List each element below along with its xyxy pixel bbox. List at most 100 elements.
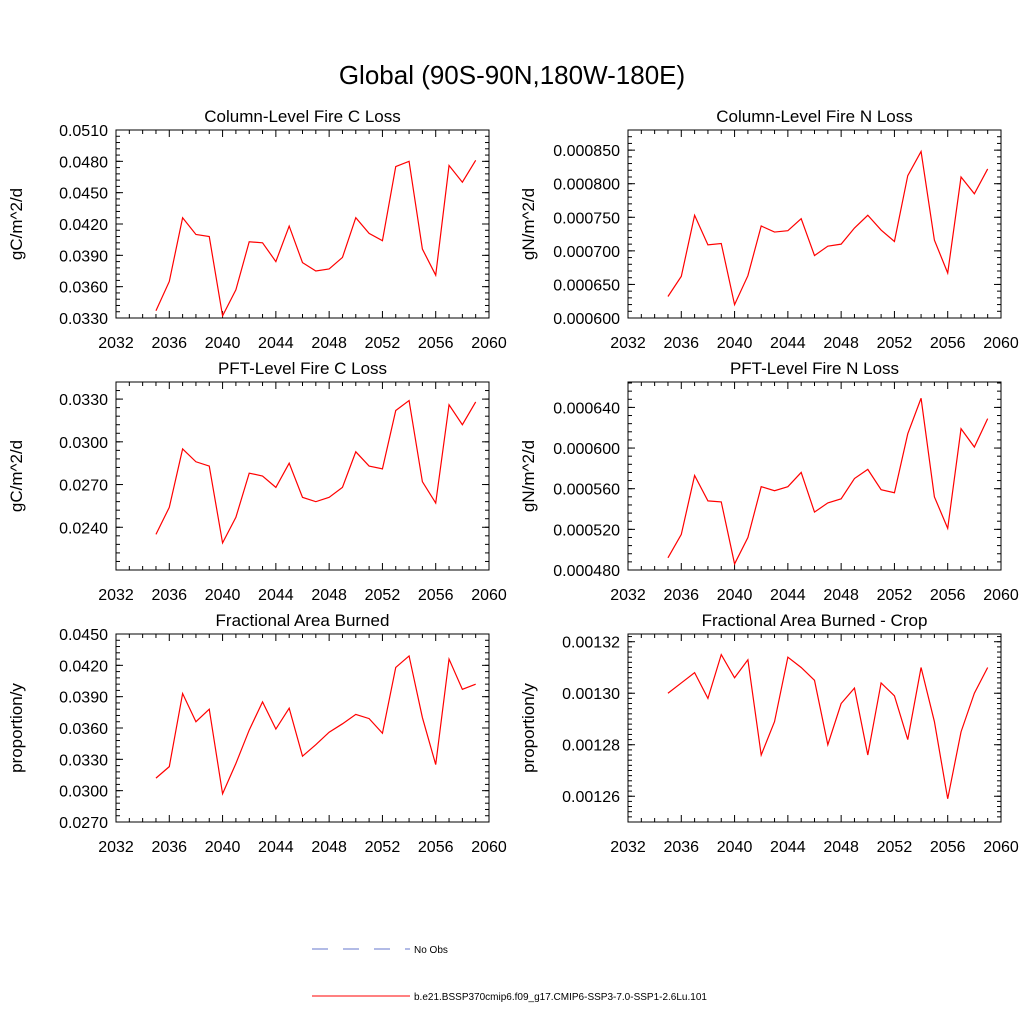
chart-title: Fractional Area Burned: [216, 611, 390, 630]
x-tick-label: 2060: [471, 335, 507, 352]
y-tick-label: 0.0360: [59, 280, 108, 297]
y-tick-label: 0.000750: [553, 210, 620, 227]
y-tick-label: 0.00132: [562, 635, 620, 652]
x-tick-label: 2044: [258, 335, 294, 352]
plot-frame: [627, 633, 1002, 823]
x-tick-label: 2060: [983, 839, 1019, 856]
x-tick-label: 2056: [418, 839, 454, 856]
x-tick-label: 2040: [717, 587, 753, 604]
x-tick-label: 2044: [770, 335, 806, 352]
y-tick-label: 0.0480: [59, 154, 108, 171]
y-tick-label: 0.0330: [59, 752, 108, 769]
x-tick-label: 2060: [983, 335, 1019, 352]
chart-panel-2: Column-Level Fire N Loss gN/m^2/d 2032 2036…: [519, 107, 1019, 352]
x-tick-label: 2036: [663, 335, 699, 352]
series-line-1: [667, 149, 989, 307]
y-tick-label: 0.0330: [59, 392, 108, 409]
y-tick-label: 0.0510: [59, 123, 108, 140]
chart-title: PFT-Level Fire N Loss: [730, 359, 899, 378]
y-tick-label: 0.00130: [562, 686, 620, 703]
page-title: Global (90S-90N,180W-180E): [339, 60, 685, 90]
y-tick-label: 0.0450: [59, 186, 108, 203]
y-tick-label: 0.0240: [59, 520, 108, 537]
y-axis-label: proportion/y: [519, 683, 538, 773]
x-tick-label: 2048: [823, 587, 859, 604]
y-tick-label: 0.0450: [59, 627, 108, 644]
x-tick-label: 2048: [311, 335, 347, 352]
legend-label-2: b.e21.BSSP370cmip6.f09_g17.CMIP6-SSP3-7.…: [414, 992, 707, 1003]
y-tick-label: 0.0390: [59, 690, 108, 707]
y-tick-label: 0.000480: [553, 563, 620, 580]
legend-label-1: No Obs: [414, 945, 448, 956]
y-axis-label: gN/m^2/d: [519, 188, 538, 260]
x-tick-label: 2052: [365, 587, 401, 604]
x-tick-label: 2032: [98, 335, 134, 352]
y-tick-label: 0.0420: [59, 217, 108, 234]
plot-frame: [115, 381, 490, 571]
x-tick-label: 2052: [877, 587, 913, 604]
y-tick-label: 0.0300: [59, 784, 108, 801]
chart-panel-1: Column-Level Fire C Loss gC/m^2/d 2032 2036…: [7, 107, 507, 352]
y-tick-label: 0.000520: [553, 522, 620, 539]
x-tick-label: 2036: [151, 335, 187, 352]
plot-frame: [627, 381, 1002, 571]
x-tick-label: 2048: [311, 587, 347, 604]
y-tick-label: 0.0390: [59, 248, 108, 265]
x-tick-label: 2056: [930, 335, 966, 352]
y-tick-label: 0.00128: [562, 738, 620, 755]
chart-panel-5: Fractional Area Burned proportion/y 2032 20…: [7, 611, 507, 856]
plot-frame: [115, 633, 490, 823]
series-line-1: [155, 399, 477, 545]
chart-title: Fractional Area Burned - Crop: [702, 611, 928, 630]
x-tick-label: 2056: [418, 335, 454, 352]
y-tick-label: 0.000650: [553, 277, 620, 294]
legend: No Obs b.e21.BSSP370cmip6.f09_g17.CMIP6-S…: [312, 945, 707, 1003]
panels-group: Column-Level Fire C Loss gC/m^2/d 2032 2036…: [7, 107, 1019, 856]
y-axis-label: gN/m^2/d: [519, 440, 538, 512]
y-tick-label: 0.000800: [553, 177, 620, 194]
y-tick-label: 0.0300: [59, 435, 108, 452]
y-axis-label: gC/m^2/d: [7, 188, 26, 260]
x-tick-label: 2040: [717, 335, 753, 352]
x-tick-label: 2060: [471, 839, 507, 856]
x-tick-label: 2044: [770, 587, 806, 604]
y-tick-label: 0.00126: [562, 789, 620, 806]
x-tick-label: 2052: [877, 839, 913, 856]
chart-title: Column-Level Fire N Loss: [716, 107, 913, 126]
x-tick-label: 2032: [98, 587, 134, 604]
x-tick-label: 2044: [258, 587, 294, 604]
y-tick-label: 0.000850: [553, 143, 620, 160]
y-tick-label: 0.000600: [553, 311, 620, 328]
x-tick-label: 2040: [205, 839, 241, 856]
x-tick-label: 2032: [98, 839, 134, 856]
y-axis-label: proportion/y: [7, 683, 26, 773]
x-tick-label: 2060: [983, 587, 1019, 604]
y-tick-label: 0.0330: [59, 311, 108, 328]
y-axis-label: gC/m^2/d: [7, 440, 26, 512]
x-tick-label: 2036: [663, 587, 699, 604]
chart-title: Column-Level Fire C Loss: [204, 107, 401, 126]
x-tick-label: 2032: [610, 839, 646, 856]
y-tick-label: 0.0360: [59, 721, 108, 738]
series-line-1: [155, 159, 477, 318]
x-tick-label: 2052: [365, 839, 401, 856]
x-tick-label: 2060: [471, 587, 507, 604]
series-line-1: [667, 398, 989, 566]
series-line-1: [155, 654, 476, 796]
x-tick-label: 2032: [610, 335, 646, 352]
chart-panel-4: PFT-Level Fire N Loss gN/m^2/d 2032 2036 204…: [519, 359, 1019, 604]
chart-panel-3: PFT-Level Fire C Loss gC/m^2/d 2032 2036 204…: [7, 359, 507, 604]
x-tick-label: 2040: [205, 335, 241, 352]
y-tick-label: 0.0270: [59, 815, 108, 832]
x-tick-label: 2056: [930, 587, 966, 604]
chart-panel-6: Fractional Area Burned - Crop proportion/…: [519, 611, 1019, 856]
x-tick-label: 2056: [418, 587, 454, 604]
x-tick-label: 2036: [151, 839, 187, 856]
x-tick-label: 2036: [151, 587, 187, 604]
x-tick-label: 2056: [930, 839, 966, 856]
x-tick-label: 2040: [205, 587, 241, 604]
chart-title: PFT-Level Fire C Loss: [218, 359, 387, 378]
y-tick-label: 0.000600: [553, 441, 620, 458]
x-tick-label: 2036: [663, 839, 699, 856]
plot-frame: [115, 129, 490, 319]
